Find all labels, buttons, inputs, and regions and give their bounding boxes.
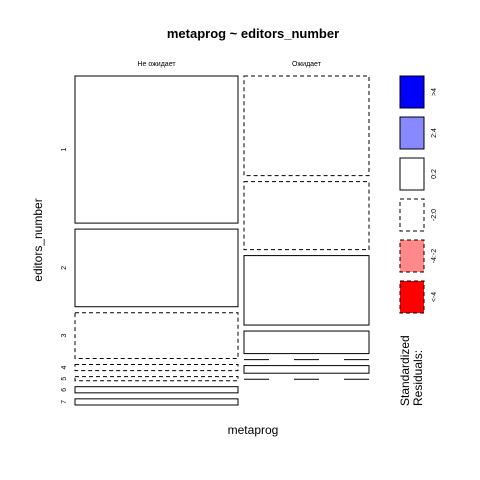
row-labels: 1 2 3 4 5 6 7 xyxy=(61,147,68,403)
x-axis-label: metaprog xyxy=(228,423,279,437)
legend-label: -2:0 xyxy=(431,209,438,221)
row-label: 3 xyxy=(61,334,68,338)
y-axis-label: editors_number xyxy=(31,198,45,281)
legend-label: >4 xyxy=(431,88,438,96)
legend-label: <-4 xyxy=(431,292,438,302)
legend-label: 0:2 xyxy=(431,169,438,179)
mosaic-tile xyxy=(74,312,239,359)
legend-title-line: Residuals: xyxy=(411,350,425,406)
column-label: Не ожидает xyxy=(137,61,176,68)
legend-swatch xyxy=(399,198,425,232)
legend-title: Standardized Residuals: xyxy=(398,335,425,406)
chart-title: metaprog ~ editors_number xyxy=(167,26,339,41)
column-label: Ожидает xyxy=(292,61,322,68)
mosaic-tiles xyxy=(74,75,370,406)
mosaic-tile xyxy=(74,363,239,372)
mosaic-tile xyxy=(74,376,239,382)
mosaic-tile xyxy=(243,330,370,355)
row-label: 5 xyxy=(61,377,68,381)
mosaic-tile xyxy=(74,75,239,224)
mosaic-tile xyxy=(74,386,239,394)
column-labels: Не ожидает Ожидает xyxy=(137,61,321,68)
row-label: 7 xyxy=(61,400,68,404)
legend-swatch xyxy=(399,239,425,273)
mosaic-tile xyxy=(74,398,239,406)
mosaic-tile xyxy=(243,255,370,326)
legend-swatch xyxy=(399,75,425,109)
legend-label: 2:4 xyxy=(431,128,438,138)
row-label: 2 xyxy=(61,266,68,270)
row-label: 1 xyxy=(61,147,68,151)
mosaic-tile xyxy=(74,228,239,308)
legend-swatch xyxy=(399,280,425,314)
row-label: 4 xyxy=(61,365,68,369)
mosaic-tile xyxy=(243,181,370,251)
row-label: 6 xyxy=(61,388,68,392)
legend-title-line: Standardized xyxy=(398,335,412,406)
mosaic-tile xyxy=(243,75,370,177)
legend-swatch xyxy=(399,157,425,191)
legend-label: -4:-2 xyxy=(431,249,438,264)
legend-swatch xyxy=(399,116,425,150)
mosaic-tile xyxy=(243,365,370,374)
residuals-legend: >4 2:4 0:2 -2:0 -4:-2 <-4 xyxy=(399,75,438,314)
